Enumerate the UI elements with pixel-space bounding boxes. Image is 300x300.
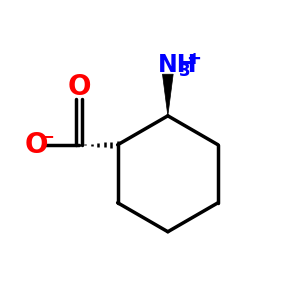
Text: +: + [186,50,201,68]
Text: O: O [24,131,48,159]
Text: 3: 3 [179,61,190,80]
Text: −: − [40,128,54,146]
Text: NH: NH [158,53,197,77]
Text: O: O [67,74,91,101]
Polygon shape [163,74,173,116]
